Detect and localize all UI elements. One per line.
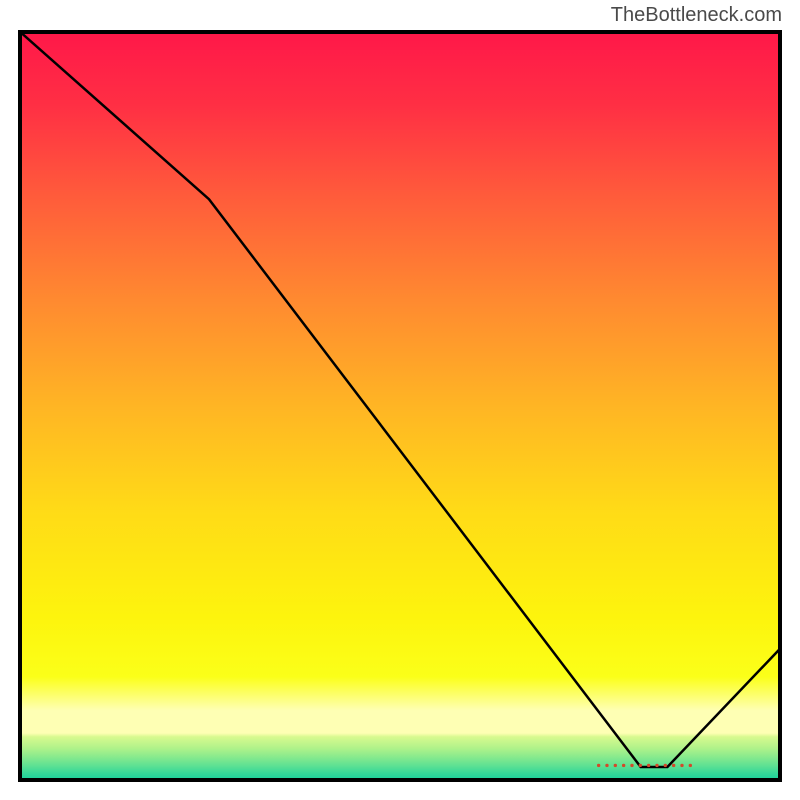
chart-container <box>18 30 782 782</box>
chart-background-gradient <box>18 30 782 782</box>
attribution-text: TheBottleneck.com <box>611 4 782 27</box>
